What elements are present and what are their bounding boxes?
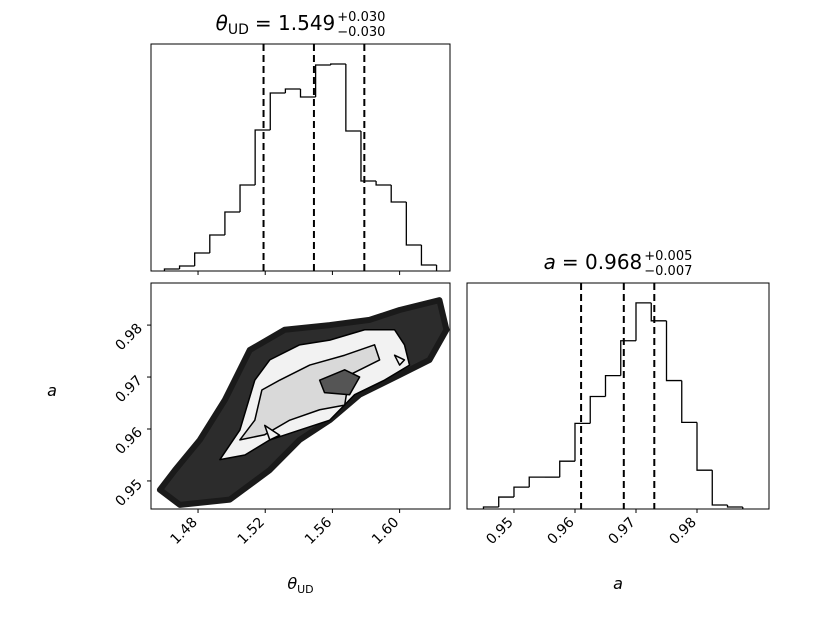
x-tick-label: 0.97 — [605, 515, 638, 548]
title-value: = 0.968 — [562, 250, 642, 274]
histogram-step — [375, 181, 392, 186]
histogram-step — [681, 380, 698, 424]
histogram-step — [254, 129, 271, 185]
title-main: a = 0.968 — [544, 250, 643, 274]
axis-label: a — [613, 574, 623, 593]
x-tick-label: 1.48 — [168, 515, 201, 548]
title-value: = 1.549 — [255, 11, 335, 35]
histogram-step — [420, 245, 437, 266]
histogram-step — [299, 89, 316, 98]
histogram-step — [194, 252, 210, 266]
x-tick-label: 0.98 — [666, 515, 699, 548]
histogram-step — [513, 486, 530, 498]
histogram-step — [284, 88, 301, 93]
axes-frame — [150, 43, 451, 272]
histogram-step — [239, 184, 256, 212]
histogram-step — [163, 268, 180, 271]
histogram-step — [178, 265, 195, 269]
contour — [239, 344, 381, 441]
histogram-step — [604, 374, 621, 397]
y-tick-label: 0.96 — [112, 424, 145, 457]
histogram-step — [589, 395, 606, 424]
histogram-step — [650, 302, 667, 322]
histogram-step — [330, 63, 346, 65]
histogram-step — [559, 460, 575, 478]
histogram-step — [345, 64, 361, 132]
contour — [318, 369, 361, 396]
histogram-step — [574, 422, 591, 462]
x-tick-label: 1.60 — [369, 515, 402, 548]
y-tick-label: 0.98 — [112, 321, 145, 354]
panel-title: a = 0.968 +0.005−0.007 — [544, 249, 693, 279]
y-tick-label: 0.95 — [112, 476, 145, 509]
histogram-step — [209, 234, 225, 253]
title-symbol: a — [544, 250, 556, 274]
y-tick-label: 0.97 — [112, 373, 145, 406]
histogram-step — [711, 470, 728, 506]
histogram-step — [405, 202, 422, 246]
histogram-step — [665, 320, 682, 382]
histogram-step — [360, 131, 377, 182]
label-subscript: UD — [297, 583, 314, 596]
title-lower: −0.030 — [337, 25, 385, 40]
histogram-step — [269, 92, 286, 130]
axes-frame — [466, 282, 770, 510]
title-symbol: θ — [216, 11, 228, 35]
histogram-step — [620, 340, 636, 376]
histogram-step — [635, 302, 652, 341]
x-tick-label: 0.96 — [544, 514, 577, 547]
axes-frame — [150, 282, 451, 510]
histogram-step — [696, 422, 713, 471]
histogram-step — [482, 506, 499, 509]
histogram-step — [528, 476, 545, 488]
x-tick-label: 1.52 — [235, 515, 268, 548]
title-lower: −0.007 — [644, 264, 692, 279]
contour — [393, 354, 406, 366]
contour — [263, 424, 281, 441]
histogram-step — [224, 211, 241, 235]
axis-label: a — [47, 381, 57, 400]
title-upper: +0.030 — [337, 10, 385, 25]
title-upper: +0.005 — [644, 249, 692, 264]
histogram-step — [390, 185, 407, 203]
title-subscript: UD — [228, 22, 249, 38]
x-tick-label: 0.95 — [483, 515, 516, 548]
histogram-step — [498, 496, 514, 508]
panel-title: θUD = 1.549 +0.030−0.030 — [216, 10, 386, 40]
histogram-step — [314, 64, 331, 97]
title-main: θUD = 1.549 — [216, 11, 336, 38]
label-symbol: θ — [287, 574, 297, 593]
x-tick-label: 1.56 — [302, 514, 335, 547]
axis-label: θUD — [287, 574, 313, 596]
histogram-step — [726, 505, 743, 508]
